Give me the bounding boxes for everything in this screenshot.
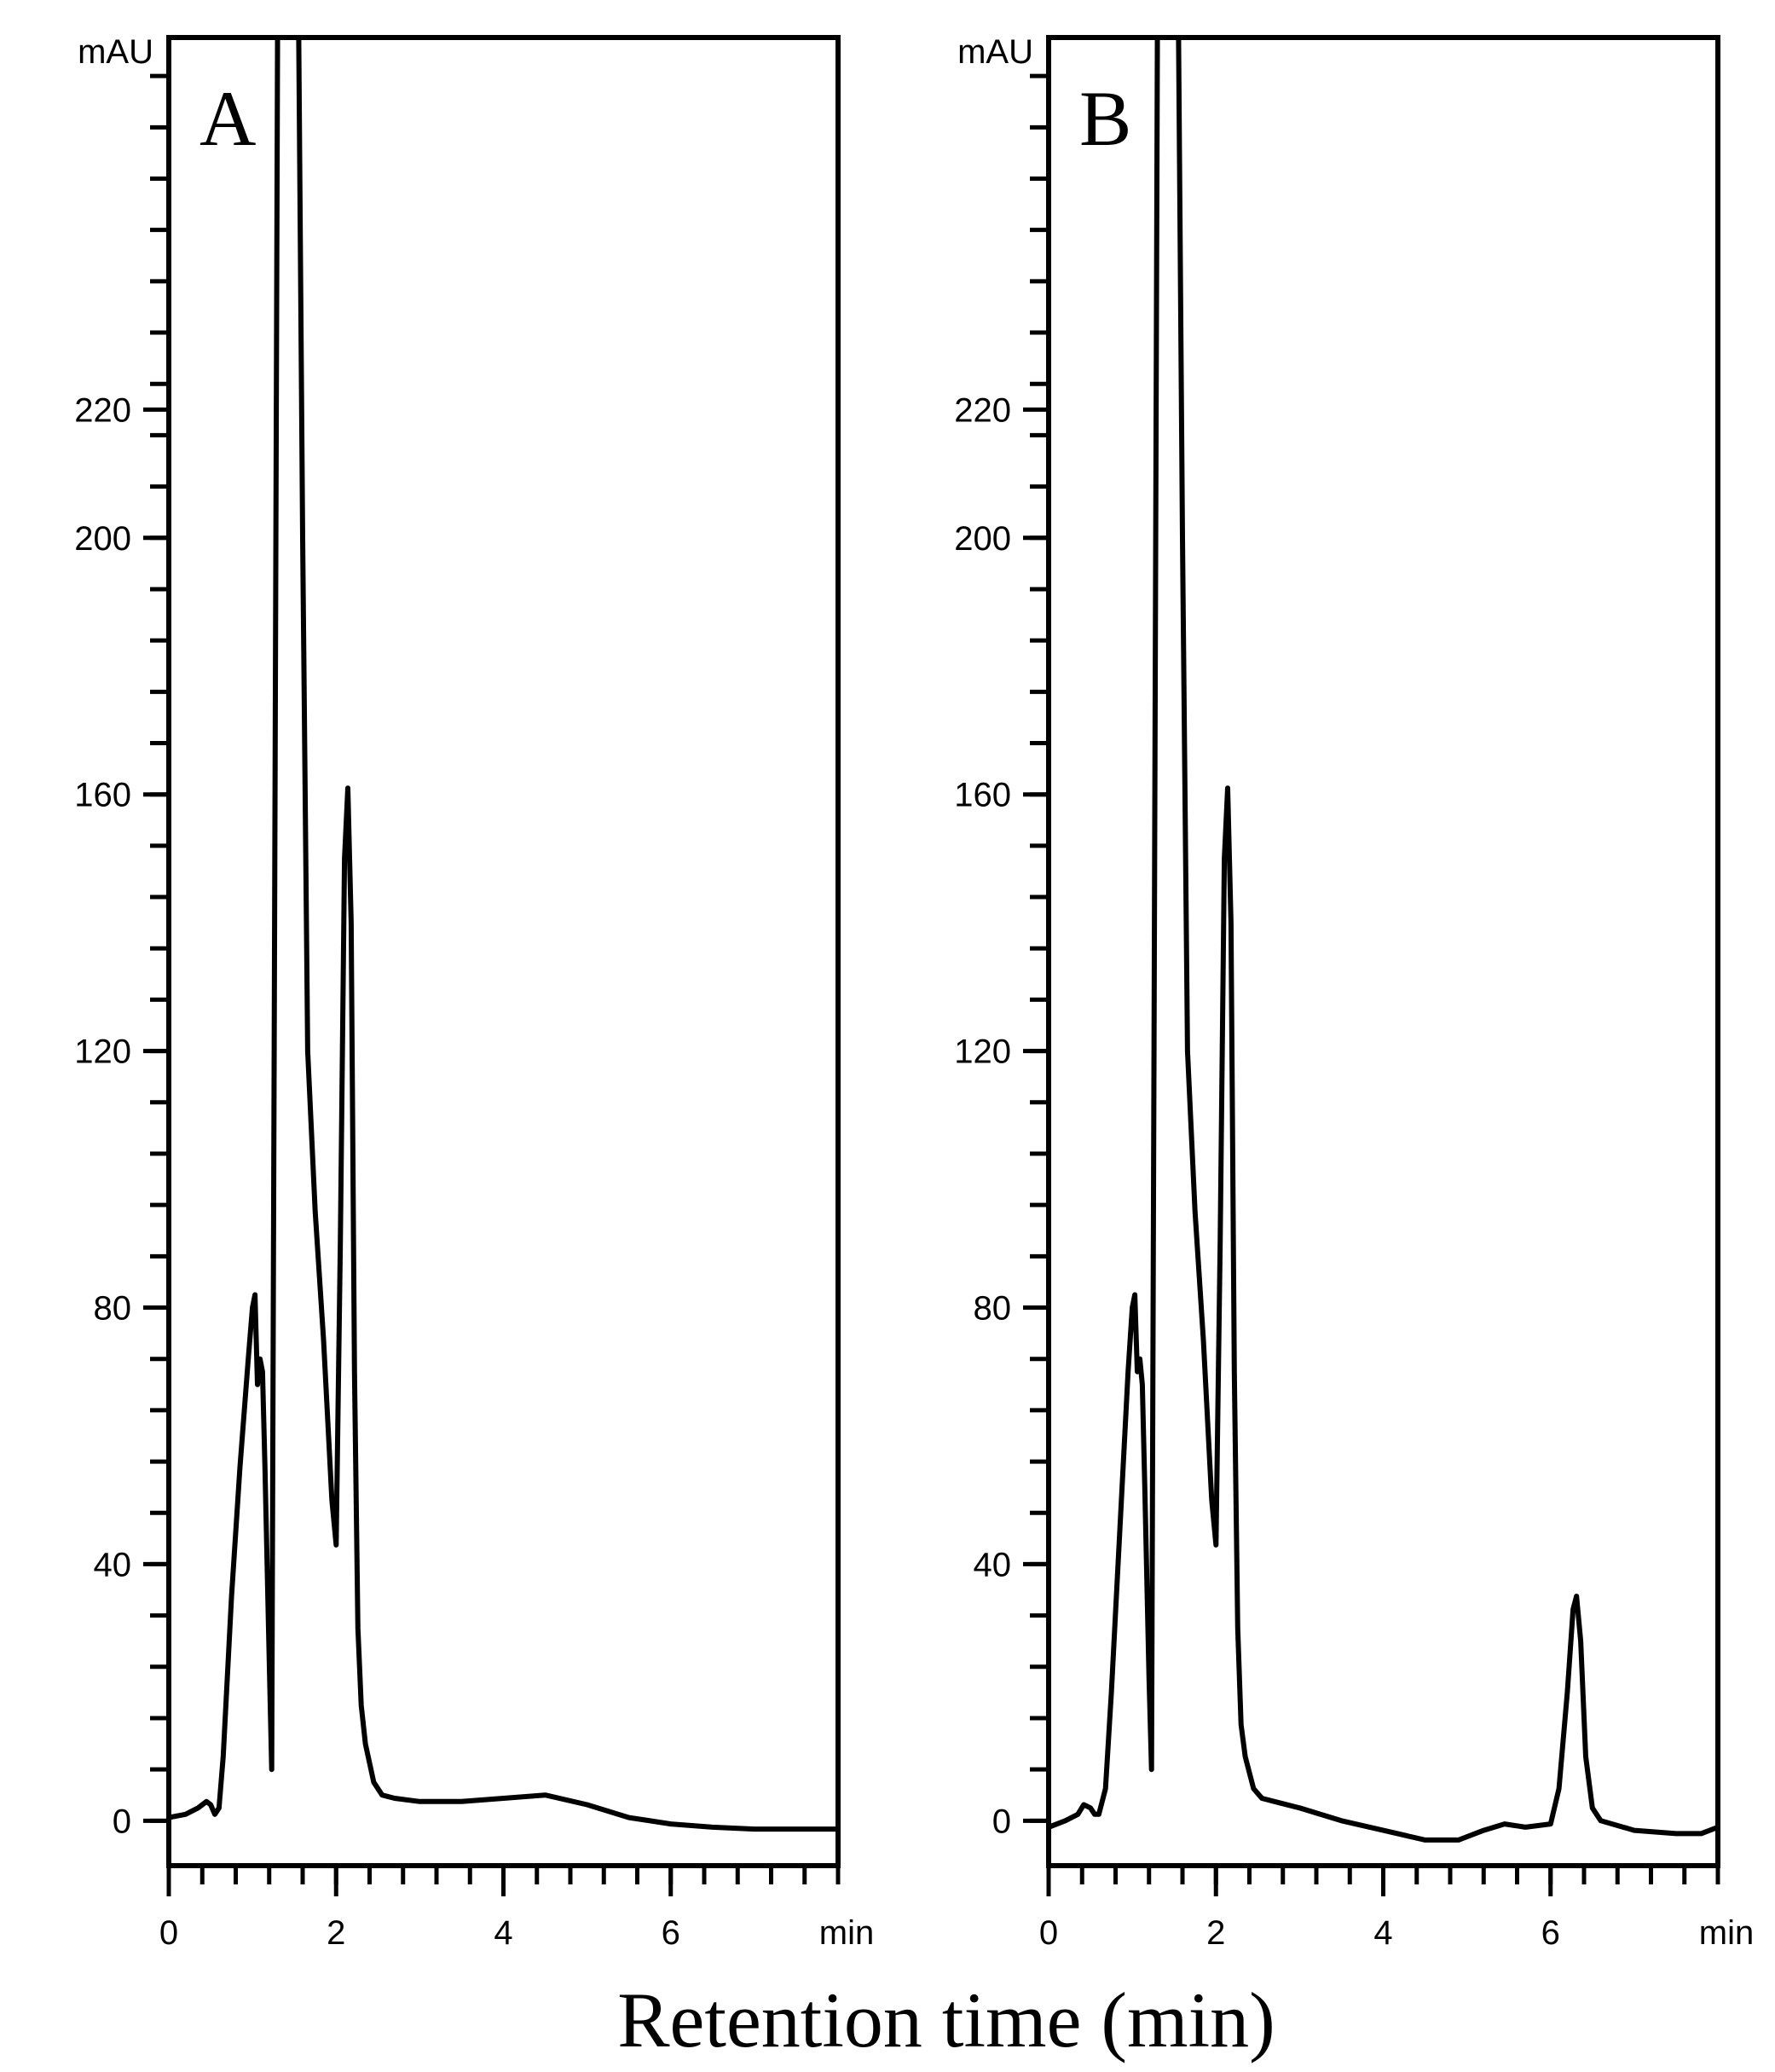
x-tick-label: 4 <box>1373 1914 1392 1952</box>
chromatogram-trace <box>169 38 838 1832</box>
y-tick-label: 80 <box>974 1290 1012 1328</box>
x-tick-label: 4 <box>494 1914 512 1952</box>
panel-letter: B <box>1079 75 1131 162</box>
y-tick-label: 0 <box>992 1803 1011 1840</box>
y-tick-label: 220 <box>74 391 131 429</box>
panel-letter: A <box>199 75 256 162</box>
chromatogram-trace <box>1049 38 1718 1843</box>
x-tick-label: 6 <box>662 1914 680 1952</box>
x-tick-label: 0 <box>1039 1914 1058 1952</box>
x-tick-label: 6 <box>1541 1914 1560 1952</box>
y-tick-label: 40 <box>94 1546 132 1583</box>
y-unit-label: mAU <box>957 33 1033 71</box>
x-tick-label: 2 <box>327 1914 345 1952</box>
y-unit-label: mAU <box>78 33 153 71</box>
y-tick-label: 80 <box>94 1290 132 1328</box>
y-tick-label: 160 <box>74 777 131 814</box>
chromatogram-panel-b: 0 40 80 120 160 200 220 0 2 4 6 min mAU B <box>954 33 1754 1952</box>
x-tick-label: 0 <box>159 1914 178 1952</box>
y-tick-label: 200 <box>954 520 1011 558</box>
y-tick-label: 220 <box>954 391 1011 429</box>
y-tick-label: 0 <box>113 1803 131 1840</box>
y-tick-label: 200 <box>74 520 131 558</box>
x-axis-title: Retention time (min) <box>617 1977 1275 2063</box>
x-tick-label: 2 <box>1206 1914 1225 1952</box>
y-tick-label: 160 <box>954 777 1011 814</box>
y-tick-label: 120 <box>954 1033 1011 1071</box>
x-unit-label: min <box>1699 1914 1754 1952</box>
x-unit-label: min <box>819 1914 874 1952</box>
y-tick-label: 40 <box>974 1546 1012 1583</box>
chromatogram-panel-a: 0 40 80 120 160 200 220 0 2 4 6 min mAU A <box>74 33 874 1952</box>
y-tick-label: 120 <box>74 1033 131 1071</box>
